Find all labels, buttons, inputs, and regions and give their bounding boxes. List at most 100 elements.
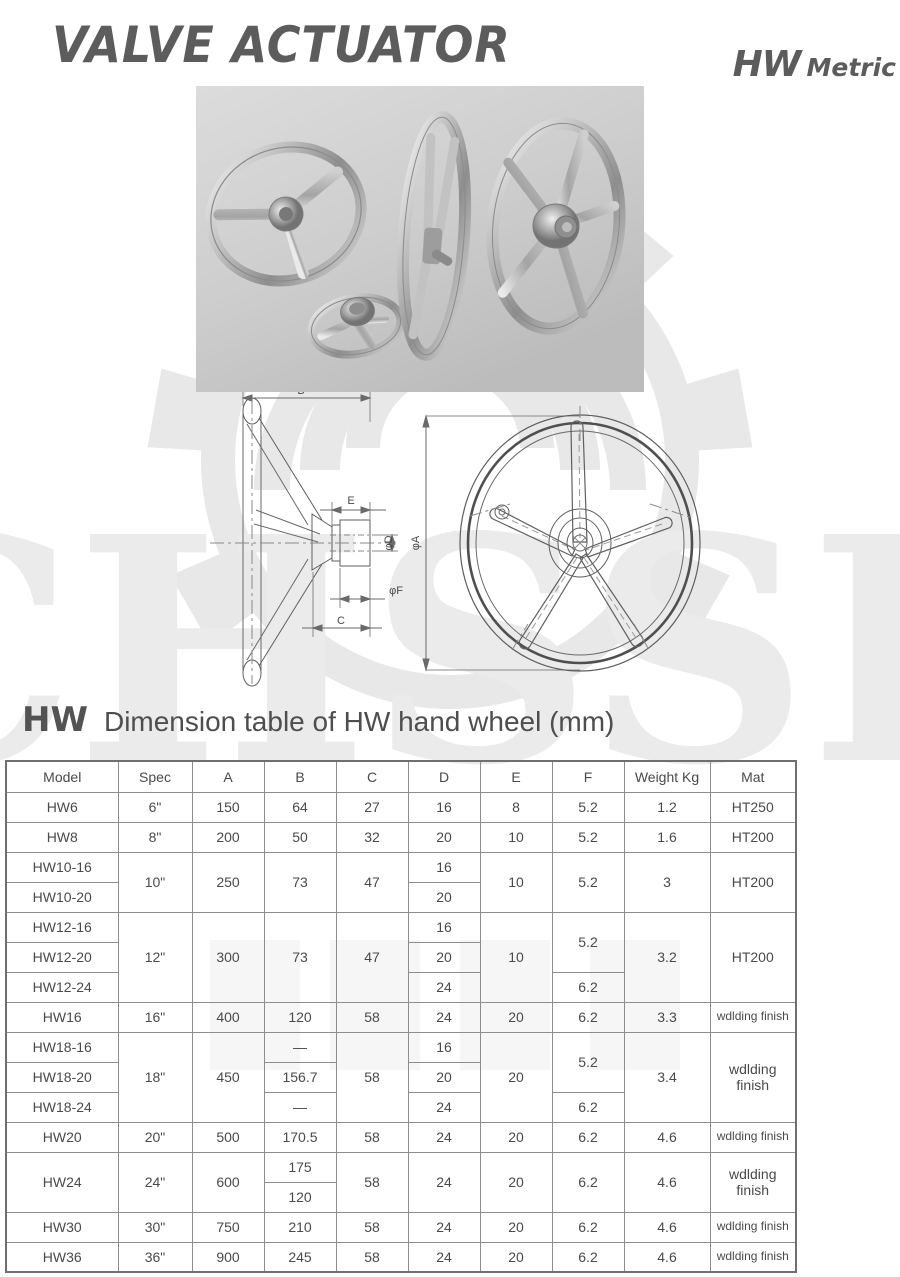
cell-d: 24 (407, 1001, 481, 1033)
table-row: HW18-20 156.7 20 (5, 1061, 796, 1093)
cell-model: HW12-20 (5, 941, 119, 973)
cell-e: 20 (479, 1031, 553, 1123)
cell-a: 400 (191, 1001, 265, 1033)
cell-model: HW16 (5, 1001, 119, 1033)
cell-a: 500 (191, 1121, 265, 1153)
cell-mat: wdlding finish (709, 1121, 797, 1153)
cell-weight: 3 (623, 851, 711, 913)
dim-label-B: B (297, 392, 304, 397)
cell-a: 300 (191, 911, 265, 1003)
cell-mat: HT200 (709, 911, 797, 1003)
cell-mat: HT200 (709, 821, 797, 853)
cell-weight: 3.3 (623, 1001, 711, 1033)
cell-f: 5.2 (551, 1031, 625, 1093)
cell-weight: 3.4 (623, 1031, 711, 1123)
dim-label-E: E (347, 495, 354, 507)
unit-system-label: Metric (806, 53, 896, 82)
cell-c: 58 (335, 1211, 409, 1243)
cell-b: 245 (263, 1241, 337, 1273)
cell-f: 6.2 (551, 1211, 625, 1243)
col-header-weight: Weight Kg (623, 760, 711, 793)
cell-d: 20 (407, 821, 481, 853)
cell-model: HW12-16 (5, 911, 119, 943)
cell-model: HW24 (5, 1151, 119, 1213)
table-row: HW6 6" 150 64 27 16 8 5.2 1.2 HT250 (5, 791, 797, 823)
cell-e: 20 (479, 1001, 553, 1033)
cell-a: 600 (191, 1151, 265, 1213)
cell-f: 5.2 (551, 821, 625, 853)
cell-model: HW12-24 (5, 971, 119, 1003)
cell-weight: 4.6 (623, 1121, 711, 1153)
cell-e: 20 (479, 1121, 553, 1153)
cell-model: HW10-16 (5, 851, 119, 883)
table-row: 120 (6, 1181, 796, 1213)
cell-c: 47 (335, 851, 409, 913)
cell-b: 156.7 (263, 1061, 337, 1093)
cell-f: 6.2 (551, 1121, 625, 1153)
cell-mat: wdlding finish (709, 1031, 797, 1123)
cell-model: HW18-20 (5, 1061, 119, 1093)
table-row: HW36 36" 900 245 58 24 20 6.2 4.6 wdldin… (5, 1241, 797, 1273)
cell-spec: 24" (117, 1151, 193, 1213)
cell-mat: wdlding finish (709, 1241, 797, 1273)
cell-spec: 36" (117, 1241, 193, 1273)
table-row: HW10-20 20 (5, 881, 796, 913)
cell-b: 170.5 (263, 1121, 337, 1153)
cell-weight: 4.6 (623, 1241, 711, 1273)
cell-f: 5.2 (551, 911, 625, 973)
cell-f: 5.2 (551, 851, 625, 913)
cell-spec: 16" (117, 1001, 193, 1033)
cell-d: 16 (407, 1031, 481, 1063)
brand-label: HW (732, 44, 802, 85)
cell-model: HW36 (5, 1241, 119, 1273)
cell-model: HW6 (5, 791, 119, 823)
cell-d: 24 (407, 1121, 481, 1153)
cell-a: 900 (191, 1241, 265, 1273)
cell-spec: 12" (117, 911, 193, 1003)
col-header-b: B (263, 760, 337, 793)
cell-b: 73 (263, 911, 337, 1003)
cell-d: 24 (407, 971, 481, 1003)
cell-c: 58 (335, 1001, 409, 1033)
col-header-f: F (551, 760, 625, 793)
table-row: HW16 16" 400 120 58 24 20 6.2 3.3 wdldin… (5, 1001, 797, 1033)
table-title-text: Dimension table of HW hand wheel (mm) (103, 706, 615, 737)
cell-weight: 1.2 (623, 791, 711, 823)
cell-a: 150 (191, 791, 265, 823)
cell-model: HW10-20 (5, 881, 119, 913)
cell-b: — (263, 1031, 337, 1063)
product-photo (196, 86, 644, 392)
cell-spec: 20" (117, 1121, 193, 1153)
dim-label-C: C (337, 615, 345, 627)
cell-d: 20 (407, 1061, 481, 1093)
cell-c: 58 (335, 1121, 409, 1153)
cell-model: HW18-24 (5, 1091, 119, 1123)
dimension-table: Model Spec A B C D E F Weight Kg Mat HW6… (5, 760, 797, 1273)
dimension-drawing: B E C φD φA φF (180, 385, 740, 692)
cell-c: 32 (335, 821, 409, 853)
col-header-d: D (407, 760, 481, 793)
cell-spec: 8" (117, 821, 193, 853)
dim-phiF (330, 568, 385, 608)
cell-weight: 4.6 (623, 1151, 711, 1213)
front-view (459, 406, 701, 672)
cell-b: 210 (263, 1211, 337, 1243)
cell-c: 27 (335, 791, 409, 823)
cell-spec: 30" (117, 1211, 193, 1243)
table-row: HW30 30" 750 210 58 24 20 6.2 4.6 wdldin… (5, 1211, 797, 1243)
cell-d: 16 (407, 791, 481, 823)
table-row: HW18-24 — 24 6.2 (5, 1091, 796, 1123)
cell-e: 20 (479, 1211, 553, 1243)
cell-model: HW18-16 (5, 1031, 119, 1063)
table-title-prefix: HW (22, 700, 88, 740)
cell-weight: 1.6 (623, 821, 711, 853)
cell-b: 120 (263, 1181, 337, 1213)
cell-b: 64 (263, 791, 337, 823)
cell-e: 10 (479, 821, 553, 853)
dim-label-phiD: φD (383, 535, 395, 550)
cell-c: 58 (335, 1151, 409, 1213)
cell-d: 24 (407, 1241, 481, 1273)
cell-d: 20 (407, 881, 481, 913)
cell-e: 20 (479, 1151, 553, 1213)
cell-d: 16 (407, 851, 481, 883)
